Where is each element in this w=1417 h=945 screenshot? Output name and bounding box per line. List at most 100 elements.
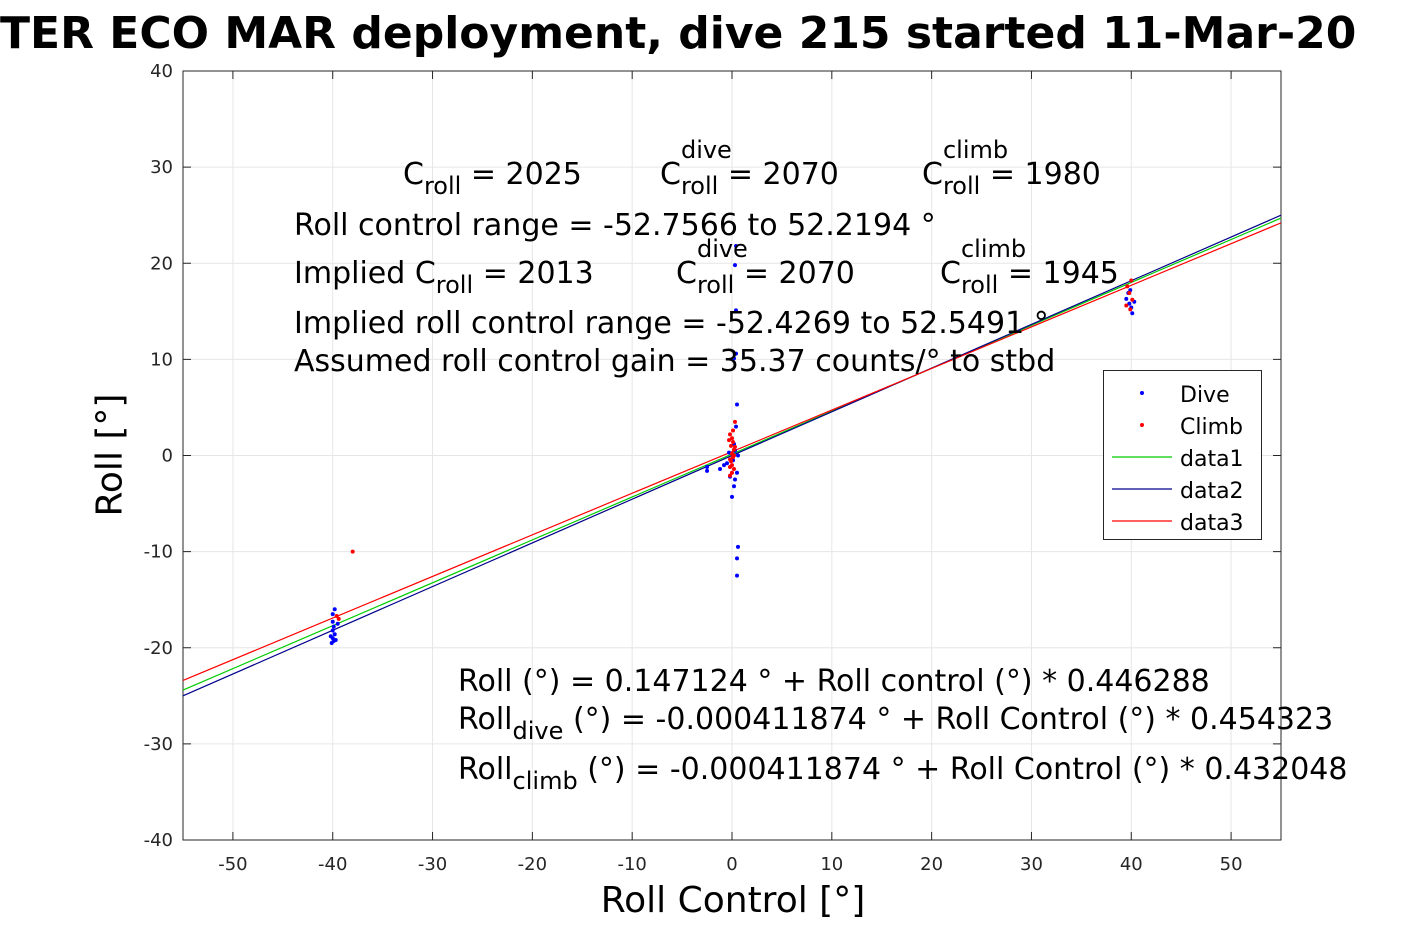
implied-croll-annotation: Implied Croll = 2013 bbox=[294, 256, 594, 299]
data-point-dive bbox=[705, 465, 710, 470]
data-point-dive bbox=[332, 632, 337, 637]
y-tick-label: -30 bbox=[144, 734, 173, 755]
legend-entry: data3 bbox=[1104, 505, 1261, 537]
data-point-climb bbox=[727, 438, 732, 443]
data-point-dive bbox=[330, 612, 335, 617]
data-point-climb bbox=[336, 616, 341, 621]
legend-label: data2 bbox=[1180, 479, 1244, 504]
x-tick-label: -10 bbox=[617, 854, 646, 875]
y-tick-label: -20 bbox=[144, 638, 173, 659]
x-tick-label: 20 bbox=[920, 854, 943, 875]
data-point-dive bbox=[735, 544, 740, 549]
legend-symbol bbox=[1112, 456, 1172, 458]
data-point-climb bbox=[1124, 303, 1129, 308]
data-point-climb bbox=[1127, 291, 1132, 296]
data-point-dive bbox=[730, 494, 734, 499]
x-axis-label: Roll Control [°] bbox=[600, 880, 866, 921]
x-tick-label: 50 bbox=[1220, 854, 1243, 875]
implied-range-annotation: Implied roll control range = -52.4269 to… bbox=[294, 306, 1049, 341]
chart-title: TER ECO MAR deployment, dive 215 started… bbox=[0, 8, 1357, 59]
legend-marker bbox=[1140, 423, 1144, 427]
data-point-dive bbox=[734, 470, 739, 475]
data-point-climb bbox=[350, 549, 355, 554]
data-point-climb bbox=[728, 473, 733, 478]
x-tick-label: -20 bbox=[518, 854, 547, 875]
data-point-dive bbox=[330, 619, 335, 624]
data-point-climb bbox=[730, 470, 734, 475]
data-point-climb bbox=[728, 465, 733, 470]
data-point-climb bbox=[1125, 284, 1130, 289]
data-point-dive bbox=[332, 607, 337, 612]
data-point-dive bbox=[735, 453, 740, 458]
legend-entry: Climb bbox=[1104, 409, 1261, 441]
data-point-dive bbox=[1127, 301, 1132, 306]
tick-labels: -50 -40 -30 -20 -10 0 10 20 30 40 50 -40 -30 -20 -10 0 1… bbox=[144, 61, 1243, 875]
legend-symbol bbox=[1112, 488, 1172, 490]
legend: Dive Climb data1 data2 data3 bbox=[1103, 370, 1262, 540]
data-point-climb bbox=[729, 443, 734, 448]
x-tick-label: 30 bbox=[1020, 854, 1043, 875]
y-axis-label: Roll [°] bbox=[89, 393, 131, 517]
legend-label: data1 bbox=[1180, 447, 1244, 472]
data-point-dive bbox=[328, 634, 333, 639]
data-point-dive bbox=[333, 638, 338, 643]
data-point-dive bbox=[335, 621, 340, 626]
x-tick-label: -30 bbox=[418, 854, 447, 875]
data-point-climb bbox=[730, 428, 735, 433]
data-point-climb bbox=[728, 457, 733, 462]
data-point-dive bbox=[725, 461, 730, 466]
fit-climb-annotation: Rollclimb (°) = -0.000411874 ° + Roll Co… bbox=[458, 752, 1348, 795]
y-tick-label: 40 bbox=[150, 61, 173, 82]
data-point-climb bbox=[1130, 297, 1135, 302]
data-point-dive bbox=[330, 628, 335, 633]
data-point-dive bbox=[731, 484, 736, 489]
data-point-dive bbox=[718, 466, 723, 471]
data-point-climb bbox=[1128, 307, 1133, 312]
legend-symbol bbox=[1112, 520, 1172, 522]
data-point-dive bbox=[1124, 296, 1129, 301]
data-point-climb bbox=[730, 440, 735, 445]
data-point-climb bbox=[732, 419, 737, 424]
data-point-dive bbox=[734, 402, 739, 407]
legend-label: Climb bbox=[1180, 415, 1243, 440]
legend-marker bbox=[1140, 391, 1144, 395]
legend-label: data3 bbox=[1180, 511, 1244, 536]
y-tick-label: 30 bbox=[150, 157, 173, 178]
x-tick-label: -40 bbox=[318, 854, 347, 875]
data-point-climb bbox=[731, 466, 736, 471]
gain-annotation: Assumed roll control gain = 35.37 counts… bbox=[294, 344, 1056, 379]
data-point-dive bbox=[731, 356, 736, 361]
data-point-dive bbox=[732, 263, 737, 268]
legend-entry: Dive bbox=[1104, 377, 1261, 409]
x-tick-label: 40 bbox=[1120, 854, 1143, 875]
legend-entry: data1 bbox=[1104, 441, 1261, 473]
data-point-dive bbox=[734, 556, 739, 561]
y-tick-label: -10 bbox=[144, 542, 173, 563]
range-annotation: Roll control range = -52.7566 to 52.2194… bbox=[294, 208, 936, 243]
data-point-climb bbox=[728, 432, 733, 437]
data-point-dive bbox=[734, 573, 739, 578]
data-point-dive bbox=[705, 468, 710, 473]
y-tick-label: 0 bbox=[162, 446, 173, 467]
y-tick-label: -40 bbox=[144, 830, 173, 851]
x-tick-label: -50 bbox=[218, 854, 247, 875]
fit-dive-annotation: Rolldive (°) = -0.000411874 ° + Roll Con… bbox=[458, 702, 1334, 745]
x-tick-label: 0 bbox=[726, 854, 737, 875]
legend-symbol bbox=[1140, 391, 1144, 395]
croll-annotation: Croll = 2025 bbox=[403, 157, 582, 200]
legend-entry: data2 bbox=[1104, 473, 1261, 505]
data-point-climb bbox=[1129, 278, 1134, 283]
data-point-dive bbox=[733, 424, 738, 429]
axes bbox=[182, 70, 1282, 841]
data-point-climb bbox=[730, 436, 734, 441]
data-point-dive bbox=[733, 243, 738, 248]
series bbox=[182, 214, 1282, 697]
data-point-dive bbox=[733, 351, 738, 356]
data-point-climb bbox=[731, 453, 736, 458]
y-tick-label: 10 bbox=[150, 349, 173, 370]
legend-symbol bbox=[1140, 423, 1144, 427]
